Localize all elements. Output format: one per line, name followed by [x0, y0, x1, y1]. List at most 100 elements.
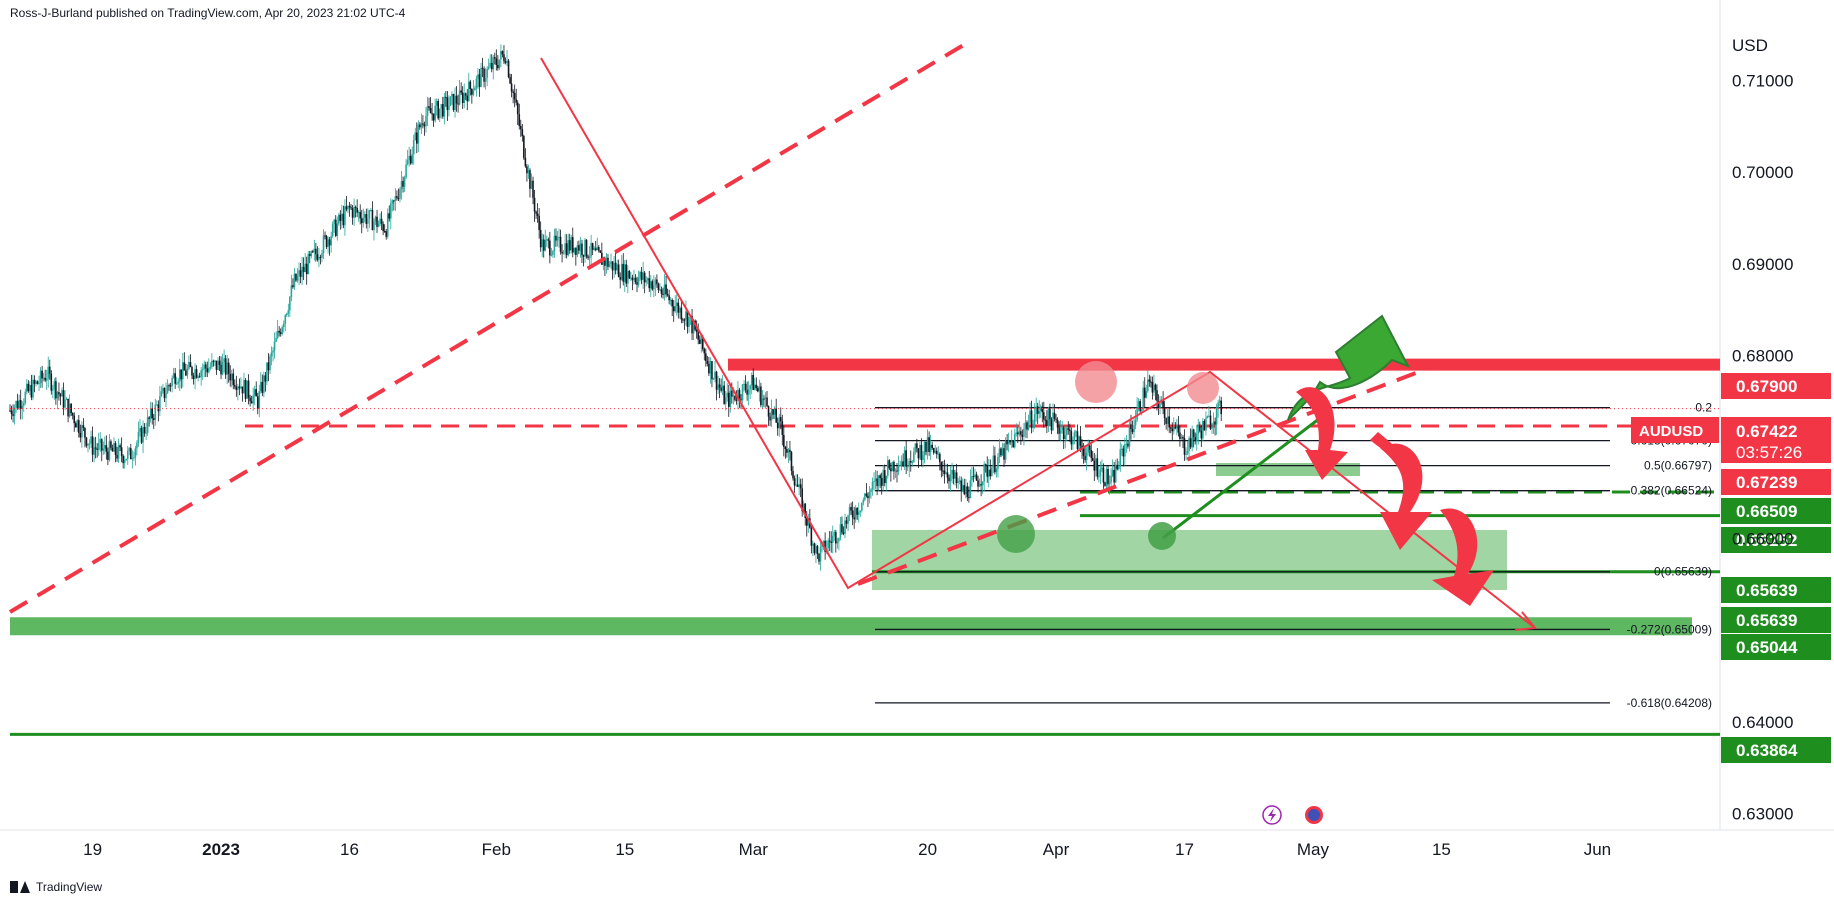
candle-body: [197, 376, 199, 378]
candle-body: [463, 93, 466, 104]
candle-body: [420, 123, 423, 128]
candle-body: [284, 315, 287, 324]
candle-body: [516, 102, 519, 115]
candle-body: [1012, 440, 1015, 448]
candle-body: [1217, 402, 1219, 408]
candle-body: [163, 387, 166, 399]
candle-body: [701, 336, 704, 350]
candle-body: [336, 223, 339, 236]
candle-body: [1218, 400, 1221, 403]
candle-body: [345, 206, 348, 210]
candle-body: [688, 317, 690, 327]
candle-body: [304, 263, 306, 273]
candle-body: [229, 373, 232, 381]
candle-body: [741, 384, 744, 401]
candle-body: [1114, 464, 1117, 483]
candle-body: [44, 377, 46, 381]
candle-body: [679, 307, 681, 313]
candle-body: [235, 386, 238, 390]
candle-body: [461, 92, 464, 104]
symbol-label: AUDUSD: [1639, 423, 1703, 440]
candle-body: [429, 108, 432, 114]
candle-body: [659, 289, 661, 291]
candle-body: [302, 266, 305, 273]
tradingview-footer[interactable]: TradingView: [10, 880, 102, 894]
candle-body: [890, 468, 892, 472]
candle-body: [853, 517, 855, 520]
candle-body: [466, 95, 469, 102]
candle-body: [376, 216, 378, 227]
candle-body: [828, 540, 831, 542]
candle-body: [1090, 450, 1093, 458]
price-badge: [1721, 607, 1831, 633]
candle-body: [1208, 415, 1210, 417]
candle-body: [575, 247, 577, 255]
candle-body: [775, 408, 777, 423]
candle-body: [238, 386, 241, 389]
candle-body: [1206, 416, 1209, 419]
demand-zone: [872, 530, 1507, 590]
candle-body: [159, 396, 161, 412]
candle-body: [804, 503, 807, 518]
candle-body: [1009, 440, 1011, 443]
candle-body: [899, 465, 901, 467]
candle-body: [1067, 428, 1070, 430]
candle-body: [84, 428, 86, 438]
candle-body: [232, 373, 235, 386]
candle-body: [241, 386, 244, 394]
candle-body: [957, 481, 959, 483]
candle-body: [481, 67, 484, 69]
candle-body: [133, 457, 135, 459]
lightning-icon[interactable]: [1262, 805, 1282, 825]
candle-body: [796, 484, 799, 487]
candle-body: [224, 358, 227, 375]
x-tick-label: May: [1297, 840, 1330, 859]
candle-body: [289, 296, 291, 311]
candle-body: [1024, 422, 1027, 429]
candle-body: [426, 106, 429, 117]
australia-flag-icon[interactable]: [1305, 806, 1323, 824]
candle-body: [263, 375, 265, 393]
candle-body: [815, 545, 817, 554]
candle-body: [143, 426, 146, 434]
candle-body: [945, 472, 947, 474]
candle-body: [183, 362, 186, 371]
candle-body: [490, 62, 493, 70]
candle-body: [827, 540, 829, 548]
candle-body: [227, 362, 230, 374]
candle-body: [1171, 428, 1174, 432]
candle-body: [532, 180, 534, 198]
candle-body: [425, 116, 427, 127]
candlestick-series: [9, 44, 1720, 571]
candle-body: [16, 401, 19, 409]
candle-body: [660, 289, 663, 294]
candle-body: [168, 385, 170, 387]
candle-body: [885, 475, 888, 483]
candle-body: [873, 480, 875, 482]
candle-body: [666, 294, 669, 296]
price-badge-label: 0.65639: [1736, 581, 1797, 600]
candle-body: [590, 243, 592, 257]
candle-body: [686, 311, 689, 327]
last-price-badge[interactable]: AUDUSD 0.67422 03:57:26: [1631, 417, 1831, 463]
candle-body: [980, 484, 982, 486]
candle-body: [1084, 455, 1086, 461]
candle-body: [61, 390, 63, 397]
candle-body: [535, 211, 537, 214]
candle-body: [983, 464, 985, 482]
candle-body: [402, 181, 404, 187]
candle-body: [88, 443, 91, 445]
candle-body: [942, 470, 944, 472]
candle-body: [932, 447, 935, 453]
candle-body: [117, 445, 120, 459]
candle-body: [1130, 424, 1132, 430]
price-badge: [1721, 373, 1831, 399]
price-badge-label: 0.67239: [1736, 473, 1797, 492]
candle-body: [822, 540, 825, 544]
candle-body: [27, 383, 30, 392]
candle-body: [64, 399, 66, 408]
candle-body: [272, 350, 274, 353]
candle-body: [937, 453, 940, 455]
candle-body: [417, 124, 420, 144]
